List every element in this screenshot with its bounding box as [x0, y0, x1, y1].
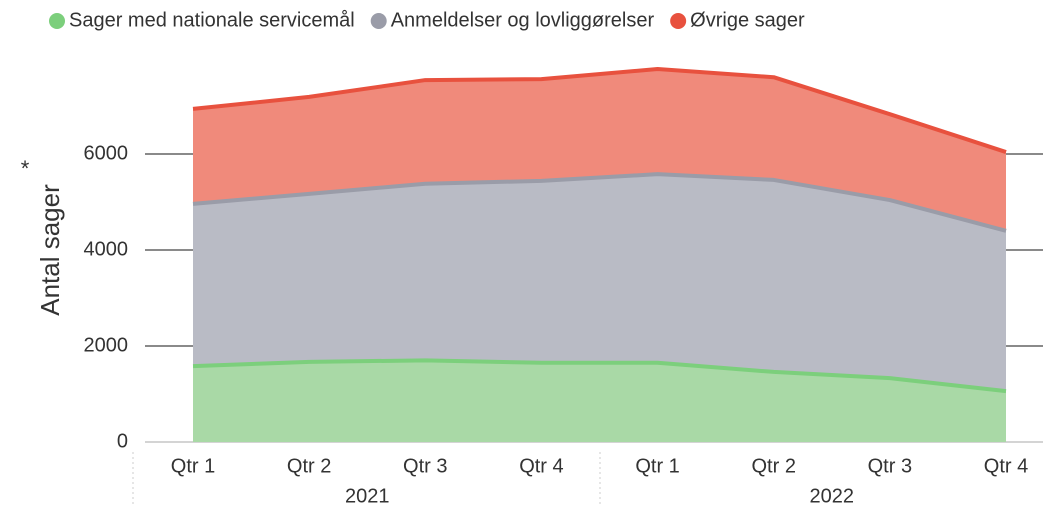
area-line: [192, 67, 1007, 154]
area: [193, 174, 1006, 392]
legend-marker: [670, 13, 687, 29]
x-tick-label: Qtr 4: [519, 455, 563, 477]
y-tick-label: 6000: [84, 142, 129, 164]
legend-label: Anmeldelser og lovliggørelser: [391, 9, 655, 31]
area: [193, 360, 1006, 442]
y-tick-label: 2000: [84, 334, 129, 356]
x-tick-label: Qtr 2: [751, 455, 795, 477]
x-tick-label: Qtr 1: [171, 455, 215, 477]
y-axis-note: *: [21, 156, 30, 181]
x-tick-label: Qtr 2: [287, 455, 331, 477]
x-tick-label: Qtr 3: [868, 455, 912, 477]
area-line: [192, 172, 1007, 233]
x-tick-label: Qtr 1: [635, 455, 679, 477]
y-tick-label: 0: [117, 430, 128, 452]
legend-marker: [370, 13, 387, 29]
area-line: [192, 358, 1007, 394]
legend-label: Sager med nationale servicemål: [69, 9, 355, 31]
x-tick-label: Qtr 4: [984, 455, 1028, 477]
x-tick-label: Qtr 3: [403, 455, 447, 477]
y-axis-label: Antal sager: [35, 184, 65, 316]
y-tick-label: 4000: [84, 238, 129, 260]
x-group-label: 2021: [345, 485, 390, 507]
area: [193, 69, 1006, 231]
legend-label: Øvrige sager: [690, 9, 805, 31]
legend-marker: [49, 13, 65, 29]
x-group-label: 2022: [810, 485, 855, 507]
